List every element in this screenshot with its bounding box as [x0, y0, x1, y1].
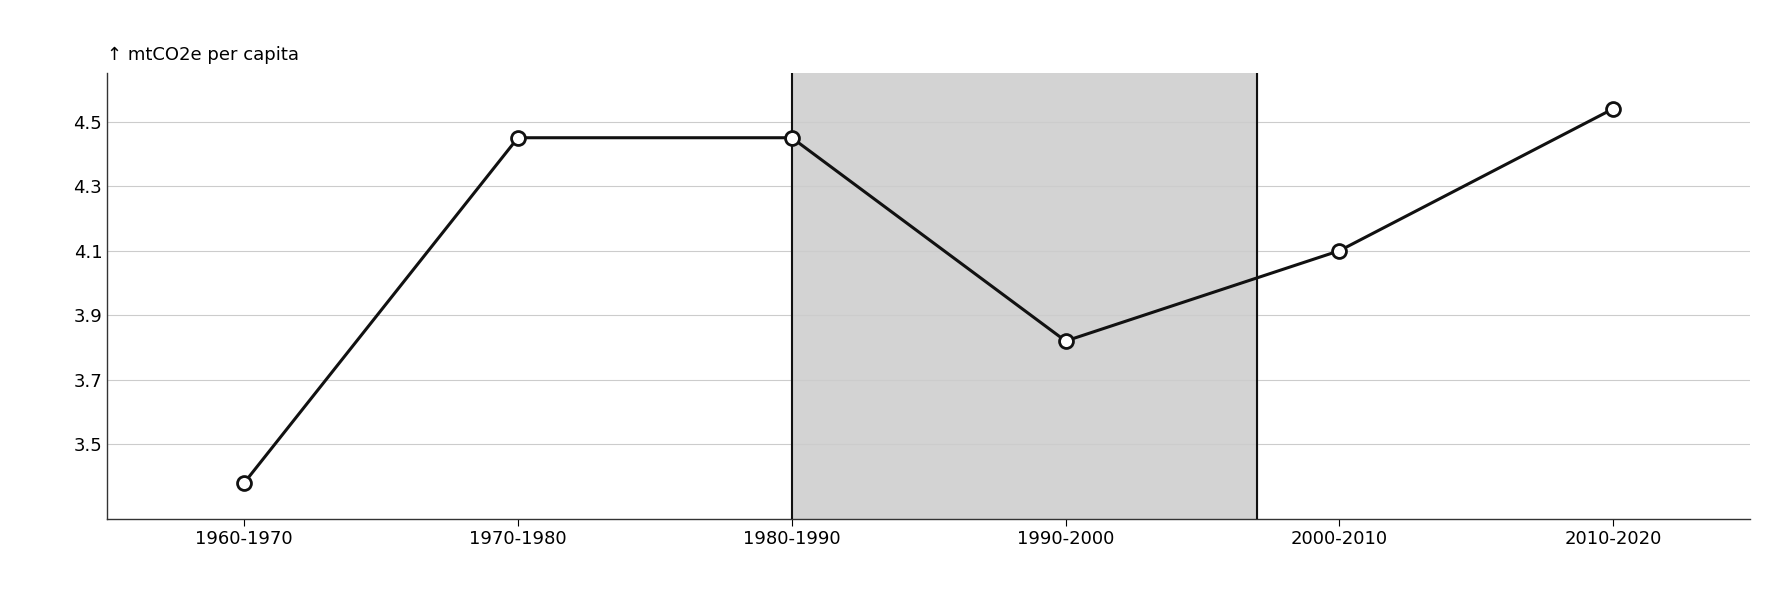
Bar — [791, 73, 1257, 518]
Text: ↑ mtCO2e per capita: ↑ mtCO2e per capita — [107, 46, 300, 64]
